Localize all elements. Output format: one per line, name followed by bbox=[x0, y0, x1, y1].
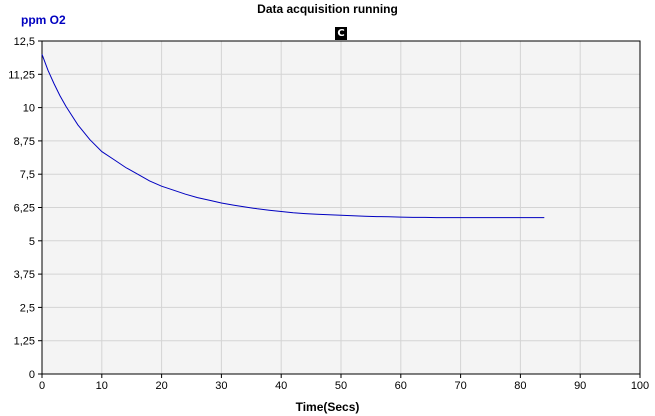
x-tick-label: 30 bbox=[215, 380, 227, 392]
y-axis-label: ppm O2 bbox=[21, 13, 66, 27]
series-line bbox=[41, 54, 545, 219]
x-tick-label: 70 bbox=[454, 380, 466, 392]
x-tick-label: 0 bbox=[39, 380, 45, 392]
x-tick-label: 60 bbox=[395, 380, 407, 392]
y-tick-label: 3,75 bbox=[14, 269, 35, 281]
x-axis-label: Time(Secs) bbox=[295, 400, 360, 414]
y-tick-label: 7,5 bbox=[20, 169, 35, 181]
y-tick-label: 10 bbox=[23, 103, 35, 115]
x-tick-label: 80 bbox=[514, 380, 526, 392]
y-tick-label: 8,75 bbox=[14, 136, 35, 148]
y-tick-label: 2,5 bbox=[20, 302, 35, 314]
x-tick-label: 20 bbox=[155, 380, 167, 392]
y-tick-label: 1,25 bbox=[14, 336, 35, 348]
x-tick-label: 90 bbox=[574, 380, 586, 392]
x-tick-label: 50 bbox=[335, 380, 347, 392]
chart-title: Data acquisition running bbox=[257, 2, 398, 16]
status-badge: C bbox=[335, 27, 347, 40]
x-tick-label: 40 bbox=[275, 380, 287, 392]
y-tick-label: 12,5 bbox=[14, 36, 35, 48]
y-tick-label: 0 bbox=[29, 369, 35, 381]
y-tick-label: 5 bbox=[29, 236, 35, 248]
x-tick-label: 100 bbox=[631, 380, 649, 392]
x-tick-label: 10 bbox=[96, 380, 108, 392]
y-tick-label: 6,25 bbox=[14, 203, 35, 215]
y-tick-label: 11,25 bbox=[8, 69, 35, 81]
